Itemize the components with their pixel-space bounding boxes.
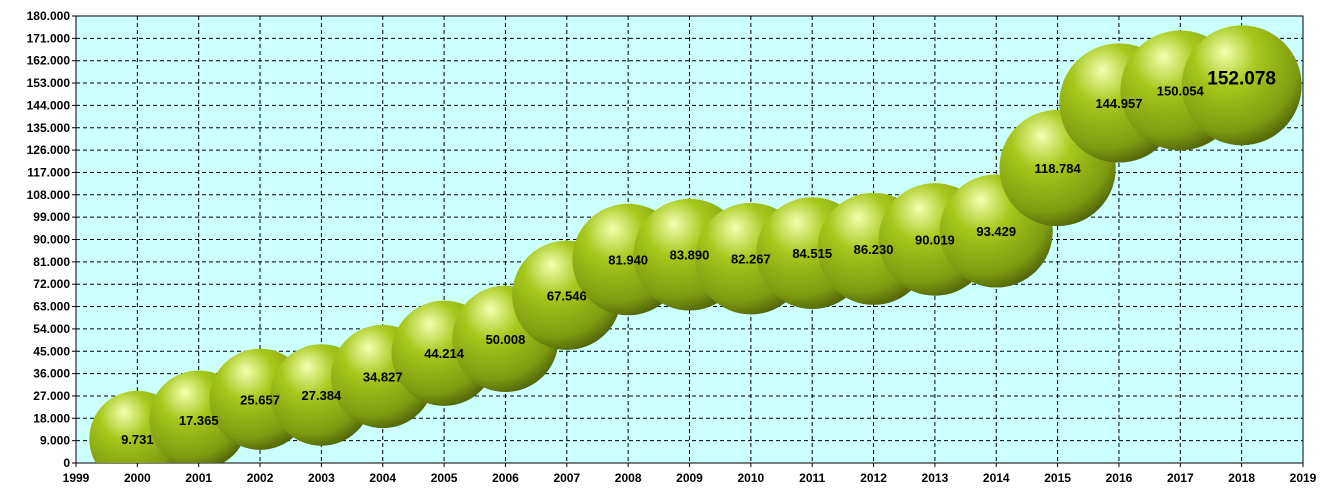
- bubble-point: [1181, 25, 1302, 146]
- data-label: 84.515: [792, 246, 832, 261]
- x-tick-label: 1999: [63, 471, 90, 485]
- data-label: 34.827: [363, 370, 403, 385]
- y-tick-label: 171.000: [27, 31, 71, 45]
- y-tick-label: 117.000: [27, 165, 70, 179]
- y-tick-label: 144.000: [27, 98, 71, 112]
- x-tick-label: 2009: [676, 471, 703, 485]
- data-label: 83.890: [670, 248, 710, 263]
- y-tick-label: 0: [63, 456, 70, 470]
- y-tick-label: 126.000: [27, 143, 71, 157]
- x-tick-label: 2012: [860, 471, 887, 485]
- data-label: 27.384: [302, 388, 343, 403]
- y-tick-label: 99.000: [33, 210, 70, 224]
- data-label: 144.957: [1095, 96, 1142, 111]
- x-tick-label: 2017: [1167, 471, 1194, 485]
- x-tick-label: 2008: [615, 471, 642, 485]
- plot-border: [75, 15, 1304, 464]
- data-label: 86.230: [854, 242, 894, 257]
- y-tick-label: 27.000: [33, 389, 70, 403]
- data-label: 50.008: [486, 332, 526, 347]
- y-tick-label: 135.000: [27, 121, 71, 135]
- data-label: 81.940: [608, 253, 648, 268]
- x-tick-label: 2004: [369, 471, 396, 485]
- data-label: 150.054: [1157, 83, 1205, 98]
- y-tick-label: 72.000: [33, 277, 70, 291]
- data-label: 118.784: [1034, 161, 1081, 176]
- y-tick-label: 9.000: [40, 434, 70, 448]
- y-tick-label: 180.000: [27, 9, 71, 23]
- x-tick-label: 2000: [124, 471, 151, 485]
- x-tick-label: 2005: [431, 471, 458, 485]
- x-tick-label: 2016: [1106, 471, 1133, 485]
- data-label: 17.365: [179, 413, 219, 428]
- x-tick-label: 2011: [799, 471, 825, 485]
- y-tick-label: 153.000: [27, 76, 71, 90]
- data-label: 44.214: [424, 346, 465, 361]
- y-tick-label: 63.000: [33, 300, 70, 314]
- data-label: 9.731: [121, 432, 154, 447]
- x-tick-label: 2014: [983, 471, 1010, 485]
- x-tick-label: 2006: [492, 471, 519, 485]
- x-tick-label: 2003: [308, 471, 335, 485]
- x-tick-label: 2002: [247, 471, 274, 485]
- y-tick-label: 45.000: [33, 344, 70, 358]
- data-label: 82.267: [731, 252, 771, 267]
- x-tick-label: 2001: [185, 471, 212, 485]
- x-tick-label: 2010: [737, 471, 764, 485]
- y-tick-label: 162.000: [27, 54, 71, 68]
- y-tick-label: 108.000: [27, 188, 71, 202]
- data-label: 67.546: [547, 288, 587, 303]
- y-tick-label: 36.000: [33, 367, 70, 381]
- data-label: 152.078: [1207, 68, 1276, 89]
- x-tick-label: 2019: [1290, 471, 1317, 485]
- y-tick-label: 18.000: [33, 411, 70, 425]
- x-tick-label: 2018: [1228, 471, 1255, 485]
- data-label: 93.429: [976, 224, 1016, 239]
- y-tick-label: 54.000: [33, 322, 70, 336]
- y-tick-label: 90.000: [33, 233, 70, 247]
- data-label: 90.019: [915, 232, 955, 247]
- data-label: 25.657: [240, 392, 280, 407]
- y-tick-label: 81.000: [33, 255, 70, 269]
- x-tick-label: 2015: [1044, 471, 1071, 485]
- x-tick-label: 2013: [922, 471, 949, 485]
- bubble-series: [89, 25, 1302, 463]
- x-tick-label: 2007: [553, 471, 580, 485]
